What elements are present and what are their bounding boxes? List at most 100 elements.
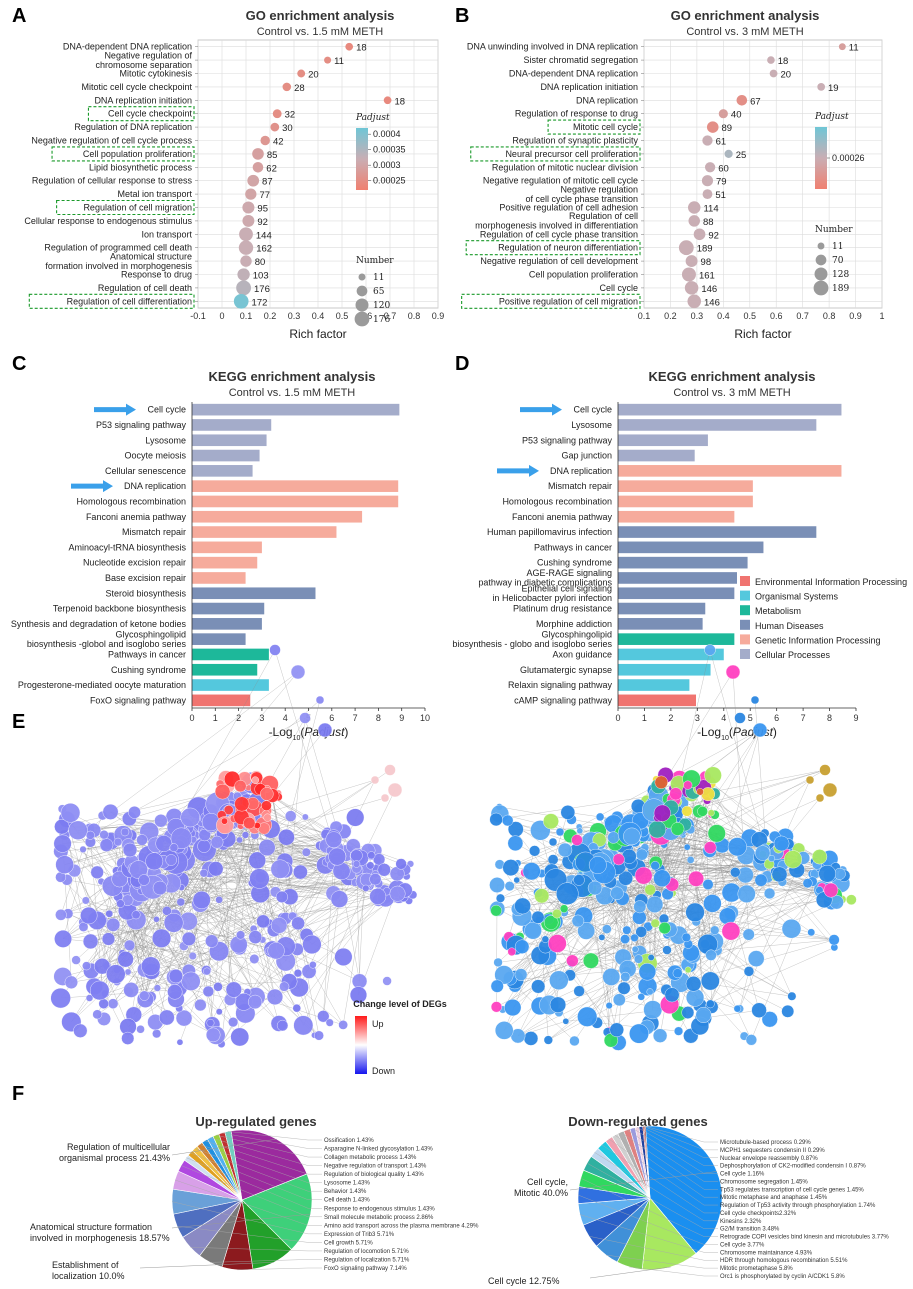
category-label: Mitotic cell cycle checkpoint bbox=[81, 82, 192, 92]
network-edge bbox=[89, 671, 299, 829]
network-node bbox=[737, 884, 756, 903]
panel-label-d: D bbox=[455, 353, 469, 375]
legend-colorbar bbox=[356, 128, 368, 190]
data-label: 88 bbox=[703, 217, 714, 228]
pie-leader bbox=[194, 1148, 322, 1192]
pie-slice-label: Response to endogenous stimulus 1.43% bbox=[324, 1206, 435, 1212]
network-nodes bbox=[489, 644, 857, 1051]
data-label: 146 bbox=[701, 284, 717, 295]
network-node bbox=[293, 864, 308, 880]
category-label: Regulation of cell death bbox=[98, 283, 192, 293]
network-node bbox=[704, 766, 722, 785]
category-label: Ion transport bbox=[141, 229, 192, 239]
network-node bbox=[128, 806, 141, 819]
network-node bbox=[635, 926, 647, 938]
data-point bbox=[260, 135, 270, 146]
legend-label: Genetic Information Processing bbox=[755, 635, 881, 645]
network-node bbox=[644, 884, 656, 896]
network-node bbox=[514, 939, 530, 954]
category-label: DNA replication bbox=[124, 481, 186, 491]
network-node bbox=[176, 897, 186, 907]
network-node bbox=[602, 968, 621, 986]
network-node bbox=[573, 985, 585, 997]
category-label: Steroid biosynthesis bbox=[105, 588, 186, 598]
pie-leader bbox=[210, 1259, 322, 1263]
data-label: 40 bbox=[731, 110, 742, 121]
network-edge bbox=[66, 819, 240, 1038]
network-node bbox=[54, 929, 72, 948]
network-node bbox=[602, 924, 612, 934]
x-axis-title: -Log10(Padjust) bbox=[269, 725, 349, 742]
network-node bbox=[290, 664, 306, 680]
network-node bbox=[153, 916, 160, 923]
pie-slice-label: Chromosome segregation 1.45% bbox=[720, 1179, 808, 1185]
network-node bbox=[646, 988, 654, 996]
x-tick-label: 9 bbox=[853, 713, 858, 723]
network-node bbox=[685, 902, 705, 922]
x-tick-label: 3 bbox=[259, 713, 264, 723]
chart-subtitle: Control vs. 1.5 mM METH bbox=[257, 26, 384, 38]
x-tick-label: 0.1 bbox=[638, 311, 651, 321]
x-tick-label: 0.7 bbox=[384, 311, 397, 321]
pie-leader bbox=[643, 1126, 718, 1151]
category-label: Oocyte meiosis bbox=[124, 451, 186, 461]
bar bbox=[192, 556, 258, 569]
data-label: 62 bbox=[266, 163, 277, 174]
network-node bbox=[513, 876, 520, 884]
legend-swatch bbox=[740, 634, 750, 645]
pie-slice-label: Cell death 1.43% bbox=[324, 1198, 370, 1204]
network-edge bbox=[150, 717, 306, 997]
network-node bbox=[266, 988, 284, 1006]
category-label: Regulation of cellular response to stres… bbox=[32, 176, 193, 186]
network-node bbox=[721, 921, 741, 941]
pie-title: Up-regulated genes bbox=[195, 1114, 316, 1129]
pie-slice-label: Mitotic metaphase and anaphase 1.45% bbox=[720, 1195, 828, 1201]
category-label: Regulation of cell migration bbox=[83, 203, 192, 213]
x-tick-label: 1 bbox=[642, 713, 647, 723]
x-tick-label: 0.8 bbox=[823, 311, 836, 321]
category-label: Negative regulation of cell cycle proces… bbox=[31, 136, 192, 146]
network-node bbox=[658, 921, 671, 935]
network-node bbox=[99, 830, 109, 840]
network-edge bbox=[514, 964, 688, 980]
network-node bbox=[194, 998, 207, 1012]
pie-slice-label: Expression of Trib3 5.71% bbox=[324, 1232, 395, 1238]
network-node bbox=[754, 873, 768, 887]
network-node bbox=[662, 945, 672, 955]
panel-label-b: B bbox=[455, 5, 469, 27]
category-label: DNA replication bbox=[550, 466, 612, 476]
category-label: Fanconi anemia pathway bbox=[86, 512, 187, 522]
category-label: DNA unwinding involved in DNA replicatio… bbox=[467, 42, 638, 52]
category-label: Aminoacyl-tRNA biosynthesis bbox=[68, 542, 186, 552]
highlight-arrow bbox=[520, 403, 562, 416]
data-point bbox=[702, 135, 713, 146]
panel-label-e: E bbox=[12, 711, 25, 733]
x-tick-label: 8 bbox=[376, 713, 381, 723]
highlight-box bbox=[470, 146, 641, 162]
network-node bbox=[169, 843, 179, 853]
network-node bbox=[330, 890, 349, 908]
bar bbox=[192, 526, 337, 538]
network-node bbox=[111, 870, 128, 888]
network-node bbox=[203, 967, 211, 976]
network-node bbox=[577, 1006, 598, 1027]
network-node bbox=[763, 887, 776, 900]
x-axis-title-part: -Log bbox=[697, 725, 721, 739]
pie-leader bbox=[620, 1132, 718, 1190]
panel-d: KEGG enrichment analysis Control vs. 3 mM… bbox=[452, 369, 907, 742]
pie-slice-label: Behavior 1.43% bbox=[324, 1189, 367, 1195]
network-node bbox=[648, 820, 667, 839]
network-node bbox=[270, 859, 290, 879]
network-node bbox=[50, 987, 71, 1009]
data-label: 32 bbox=[285, 110, 296, 121]
network-node bbox=[752, 722, 768, 738]
pie-slice-label: G2/M transition 3.48% bbox=[720, 1227, 780, 1233]
network-edge bbox=[498, 937, 687, 963]
bar bbox=[618, 495, 753, 508]
category-label: Positive regulation of cell adhesion bbox=[499, 203, 638, 213]
category-label: DNA replication bbox=[576, 95, 638, 105]
network-node bbox=[701, 787, 716, 802]
network-node bbox=[674, 1026, 684, 1036]
category-label: Cushing syndrome bbox=[111, 665, 186, 675]
pie-leader bbox=[221, 1132, 322, 1149]
